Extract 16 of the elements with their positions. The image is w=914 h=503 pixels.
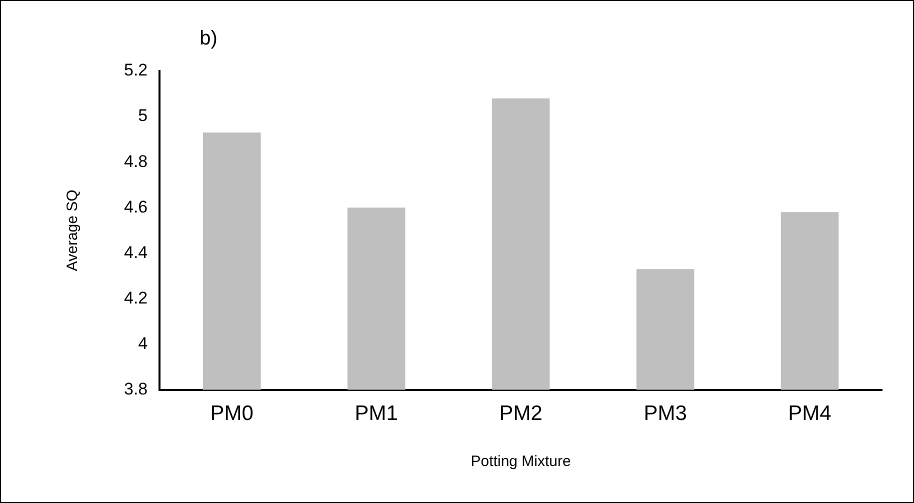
y-tick-label: 3.8 xyxy=(124,379,148,398)
y-tick-label: 4.6 xyxy=(124,197,148,216)
x-tick-label: PM2 xyxy=(499,402,542,426)
y-tick-label: 5 xyxy=(138,106,148,126)
x-axis-title: Potting Mixture xyxy=(470,453,571,470)
y-tick-label: 4.8 xyxy=(124,152,148,171)
y-axis-title: Average SQ xyxy=(64,190,82,272)
text: b) xyxy=(200,28,218,50)
y-tick-label: 4.4 xyxy=(124,242,148,262)
x-tick-label: PM0 xyxy=(210,402,254,426)
y-tick-label: 4 xyxy=(138,334,148,353)
x-tick-label: PM3 xyxy=(644,402,687,426)
x-tick-label: PM4 xyxy=(788,402,832,426)
x-tick-label: PM1 xyxy=(354,402,398,426)
y-tick-label: 5.2 xyxy=(124,60,148,80)
y-tick-label: 4.2 xyxy=(124,288,148,308)
